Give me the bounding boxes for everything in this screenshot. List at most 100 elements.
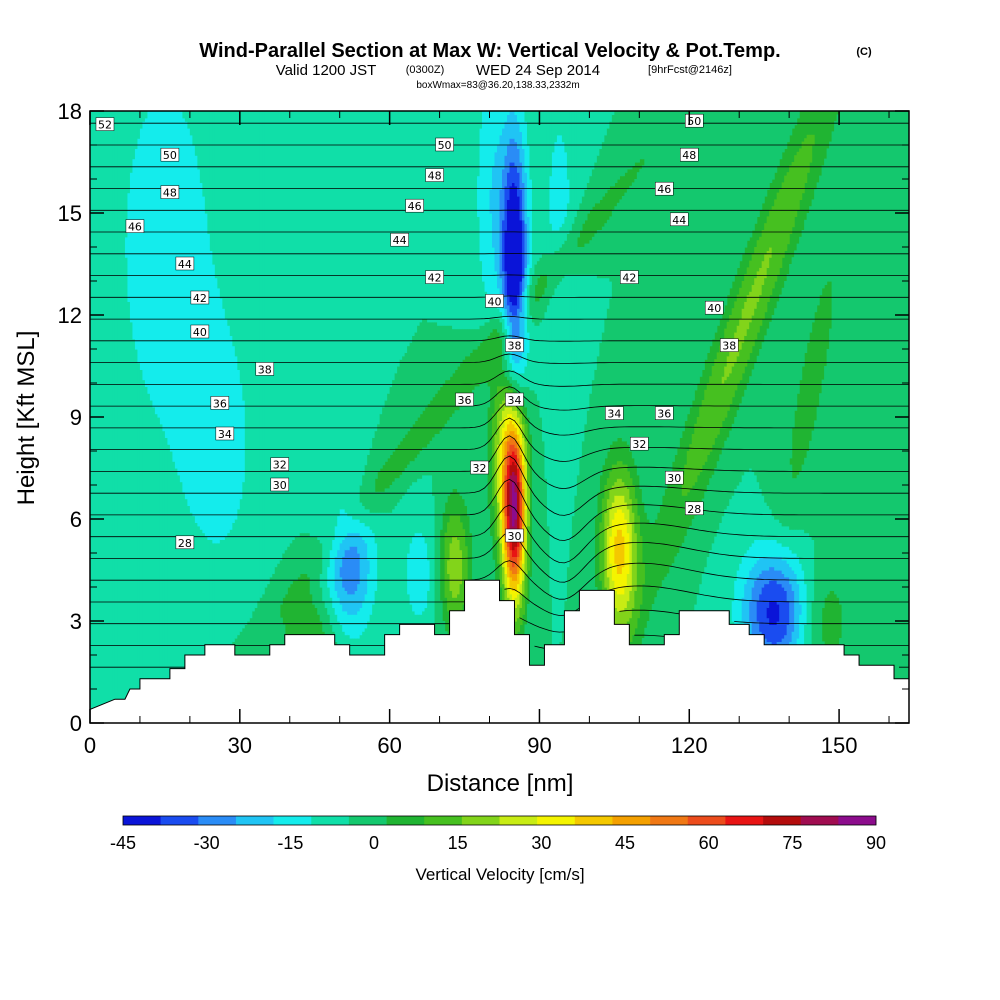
isentrope-label-text: 36: [458, 394, 472, 407]
isentrope-label-text: 46: [408, 200, 422, 213]
isentrope-label-text: 50: [163, 149, 177, 162]
x-tick-label: 60: [377, 733, 401, 758]
isentrope-label-text: 36: [213, 397, 227, 410]
subtitle-valid: Valid 1200 JST: [276, 62, 377, 79]
isentrope-labels: 52 50 48 46 44 42 40 38 36 34 32 30 28 50 48 46 44 42 40 38…: [95, 113, 739, 550]
isentrope-label-text: 30: [667, 472, 681, 485]
isentrope-label-text: 50: [438, 139, 452, 152]
colorbar-tick-label: 0: [369, 833, 379, 853]
x-tick-label: 30: [228, 733, 252, 758]
plot-area: 52 50 48 46 44 42 40 38 36 34 32 30 28 50 48 46 44 42 40 38…: [90, 111, 909, 723]
isentrope-line: [90, 478, 909, 541]
y-tick-label: 3: [70, 609, 82, 634]
isentrope-label: 30: [665, 470, 684, 485]
chart-title: Wind-Parallel Section at Max W: Vertical…: [199, 40, 780, 62]
colorbar-tick-label: 90: [866, 833, 886, 853]
isentrope-label: 34: [215, 426, 235, 441]
colorbar-tick-label: -30: [194, 833, 220, 853]
isentrope-label: 48: [160, 185, 180, 200]
isentrope-lines: [90, 122, 909, 668]
colorbar-tick-label: 30: [531, 833, 551, 853]
terrain: [90, 579, 909, 723]
isentrope-line: [90, 353, 909, 364]
isentrope-label: 50: [435, 137, 454, 152]
colorbar-swatch: [348, 816, 387, 825]
isentrope-label: 38: [505, 338, 524, 353]
isentrope-label-text: 32: [632, 438, 646, 451]
y-tick-label: 0: [70, 711, 82, 736]
isentrope-label-text: 46: [128, 221, 142, 234]
isentrope-label-text: 32: [273, 459, 287, 472]
isentrope-line: [90, 585, 909, 616]
x-tick-label: 120: [671, 733, 708, 758]
isentrope-line: [90, 609, 909, 633]
isentrope-label-text: 30: [507, 530, 521, 543]
chart-subtitle: Valid 1200 JST (0300Z) WED 24 Sep 2014 […: [276, 62, 732, 79]
isentrope-label-text: 52: [98, 119, 112, 132]
y-tick-label: 18: [58, 99, 82, 124]
colorbar-swatch: [499, 816, 538, 825]
colorbar-swatch: [123, 816, 161, 825]
isentrope-line: [90, 560, 909, 600]
isentrope-label: 48: [680, 147, 699, 162]
colorbar-swatch: [650, 816, 689, 825]
isentrope-label-text: 32: [473, 462, 487, 475]
isentrope-line: [90, 370, 909, 387]
isentrope-label-text: 28: [687, 503, 701, 516]
x-tick-label: 0: [84, 733, 96, 758]
isentrope-line: [90, 315, 909, 320]
colorbar-swatch: [160, 816, 199, 825]
isentrope-label-text: 36: [657, 408, 671, 421]
y-tick-label: 12: [58, 303, 82, 328]
isentrope-label: 40: [190, 324, 210, 339]
isentrope-label: 32: [630, 436, 649, 451]
isentrope-label-text: 50: [687, 115, 701, 128]
isentrope-label: 38: [255, 362, 275, 376]
y-axis-label: Height [Kft MSL]: [13, 331, 40, 506]
isentrope-label-text: 44: [672, 214, 686, 227]
isentrope-label-text: 40: [707, 302, 721, 315]
isentrope-label-text: 46: [657, 183, 671, 196]
x-tick-label: 150: [821, 733, 858, 758]
isentrope-label-text: 38: [258, 363, 272, 376]
colorbar-swatch: [838, 816, 877, 825]
subtitle-forecast: [9hrFcst@2146z]: [648, 64, 732, 76]
isentrope-label-text: 38: [722, 340, 736, 353]
isentrope-label-text: 30: [273, 479, 287, 492]
x-tick-label: 90: [527, 733, 551, 758]
isentrope-label: 40: [704, 300, 724, 315]
isentrope-line: [90, 274, 909, 276]
isentrope-label-text: 34: [607, 408, 621, 421]
isentrope-line: [90, 435, 909, 490]
isentrope-label-text: 48: [682, 149, 696, 162]
isentrope-label-text: 40: [488, 295, 502, 308]
isentrope-label: 28: [685, 501, 704, 516]
y-tick-label: 15: [58, 201, 82, 226]
x-axis: 0 30 60 90 120 150: [84, 111, 890, 758]
isentrope-line: [90, 634, 909, 649]
isentrope-label-text: 48: [428, 170, 442, 183]
isentrope-label-text: 42: [622, 272, 636, 285]
isentrope-label-text: 44: [178, 258, 192, 271]
isentrope-line: [90, 532, 909, 583]
isentrope-label: 42: [190, 290, 210, 305]
colorbar-swatch: [311, 816, 350, 825]
isentrope-label-text: 38: [507, 340, 521, 353]
colorbar-swatch: [273, 816, 312, 825]
isentrope-label: 44: [175, 256, 195, 271]
isentrope-label: 30: [505, 528, 524, 543]
colorbar-frame: [122, 815, 877, 826]
y-tick-label: 9: [70, 405, 82, 430]
colorbar: -45 -30 -15 0 15 30 45 60 75 90: [110, 815, 886, 853]
colorbar-swatch: [725, 816, 764, 825]
isentrope-line: [90, 455, 909, 516]
y-tick-label: 6: [70, 507, 82, 532]
isentrope-label: 44: [670, 212, 689, 227]
isentrope-label: 34: [505, 392, 524, 407]
colorbar-tick-label: 45: [615, 833, 635, 853]
colorbar-swatch: [687, 816, 726, 825]
colorbar-swatch: [537, 816, 576, 825]
isentrope-label: 34: [605, 406, 624, 421]
